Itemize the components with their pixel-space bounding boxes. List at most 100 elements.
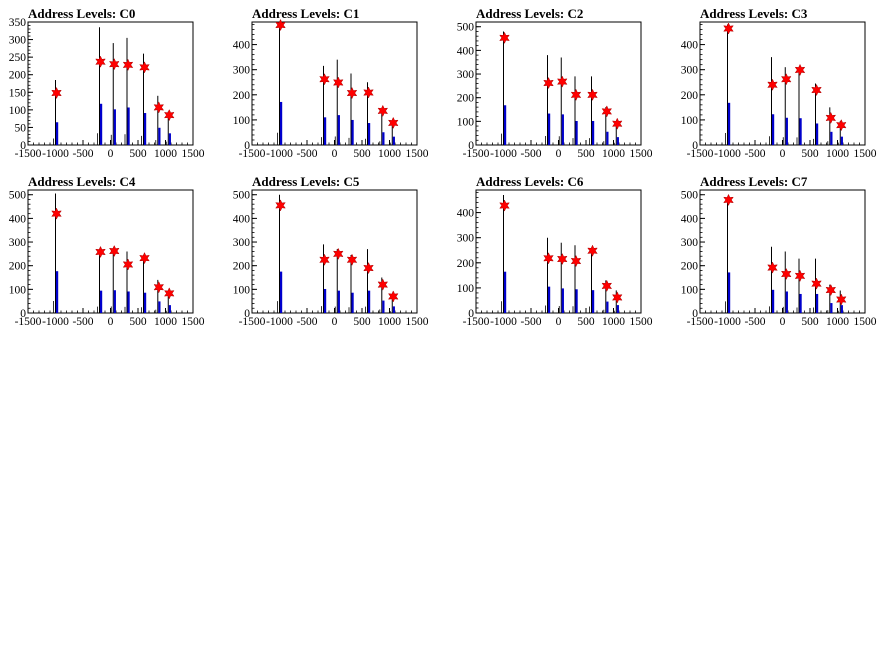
- peak-marker-6: [163, 109, 175, 122]
- y-tick-label: 0: [244, 308, 250, 320]
- bar-fill: [280, 271, 283, 313]
- bar-3: [796, 68, 802, 145]
- bar-fill: [113, 290, 116, 313]
- bar-fill: [840, 305, 843, 313]
- bar-fill: [772, 289, 775, 313]
- y-tick-label: 100: [9, 284, 27, 296]
- chart-panel-1: Address Levels: C1 0 100 200 300 400 -1500 -100…: [233, 6, 429, 160]
- peak-marker-5: [825, 111, 837, 124]
- chart-panel-2: Address Levels: C20100200300400500-1500-…: [457, 6, 653, 160]
- x-tick-label: 1500: [630, 148, 653, 160]
- chart-panel-0: Address Levels: C0 0 50 100 150 200 250 300 350 -…: [9, 6, 205, 160]
- peak-marker-6: [611, 291, 623, 304]
- bar-1: [769, 246, 775, 313]
- peak-marker-5: [153, 101, 165, 114]
- bar-2: [558, 57, 564, 145]
- peak-marker-1: [319, 253, 330, 266]
- peak-marker-4: [587, 88, 598, 101]
- bar-3: [348, 255, 354, 313]
- x-tick-label: 1000: [602, 148, 625, 160]
- x-tick-label: -1000: [490, 148, 517, 160]
- x-tick-label: 1500: [630, 316, 653, 328]
- chart-title: Address Levels: C4: [28, 174, 136, 189]
- x-tick-label: 0: [332, 148, 338, 160]
- peak-marker-5: [377, 278, 389, 291]
- bar-fill: [56, 122, 59, 145]
- y-tick-label: 300: [9, 237, 27, 249]
- x-tick-label: -500: [744, 148, 765, 160]
- y-tick-label: 0: [244, 140, 250, 152]
- x-tick-label: 0: [556, 316, 562, 328]
- bar-fill: [56, 271, 59, 313]
- peak-marker-4: [363, 86, 374, 99]
- x-tick-label: -1500: [239, 148, 266, 160]
- bar-4: [141, 255, 147, 313]
- y-tick-label: 500: [457, 22, 475, 34]
- y-tick-label: 0: [20, 308, 26, 320]
- bar-fill: [592, 290, 595, 313]
- y-tick-label: 200: [9, 70, 27, 82]
- peak-marker-1: [95, 245, 106, 259]
- bar-fill: [830, 131, 833, 145]
- x-tick-label: 1500: [182, 316, 205, 328]
- x-tick-label: -500: [520, 148, 541, 160]
- peak-marker-3: [794, 269, 806, 282]
- chart-panel-6: Address Levels: C6 0 100 200 300 400 -1500 -100…: [457, 174, 653, 328]
- x-tick-label: -1000: [42, 316, 69, 328]
- bar-fill: [100, 103, 103, 145]
- bar-fill: [575, 289, 578, 313]
- x-tick-label: 500: [577, 148, 595, 160]
- bar-2: [558, 242, 564, 313]
- y-tick-label: 400: [457, 45, 475, 57]
- chart-title: Address Levels: C0: [28, 6, 135, 21]
- x-tick-label: 500: [801, 316, 819, 328]
- chart-title: Address Levels: C6: [476, 174, 584, 189]
- peak-marker-0: [499, 199, 510, 212]
- x-tick-label: 500: [577, 316, 595, 328]
- peak-marker-5: [825, 283, 837, 297]
- bar-fill: [158, 301, 161, 313]
- bar-3: [124, 37, 130, 145]
- peak-marker-1: [767, 261, 778, 274]
- x-tick-label: -500: [296, 316, 317, 328]
- y-tick-label: 300: [233, 65, 251, 77]
- bar-1: [545, 237, 551, 313]
- bar-fill: [392, 136, 395, 145]
- bar-fill: [840, 136, 843, 145]
- x-tick-label: 1000: [378, 316, 401, 328]
- bar-fill: [351, 292, 354, 313]
- x-tick-label: -1500: [687, 148, 714, 160]
- y-tick-label: 500: [233, 190, 251, 202]
- y-tick-label: 100: [233, 284, 251, 296]
- bar-fill: [168, 133, 171, 145]
- peak-marker-5: [601, 105, 613, 118]
- bar-fill: [113, 109, 116, 145]
- peak-marker-3: [122, 58, 134, 71]
- peak-marker-5: [377, 104, 389, 117]
- peak-marker-2: [556, 75, 568, 88]
- y-tick-label: 400: [233, 213, 251, 225]
- bar-2: [334, 249, 340, 313]
- peak-marker-1: [95, 55, 106, 68]
- bar-1: [97, 249, 103, 313]
- x-tick-label: 1500: [406, 316, 429, 328]
- peak-marker-2: [780, 267, 792, 281]
- bar-fill: [799, 293, 802, 313]
- bar-fill: [127, 107, 130, 145]
- peak-marker-0: [499, 31, 510, 44]
- bar-fill: [504, 105, 507, 145]
- peak-marker-2: [108, 244, 120, 258]
- bar-3: [572, 76, 578, 145]
- x-tick-label: -500: [72, 316, 93, 328]
- bar-fill: [616, 305, 619, 313]
- peak-marker-6: [611, 117, 623, 130]
- bar-3: [572, 245, 578, 313]
- bar-fill: [504, 271, 507, 313]
- x-tick-label: 0: [108, 316, 114, 328]
- bar-fill: [548, 113, 551, 145]
- x-tick-label: -1000: [490, 316, 517, 328]
- bar-0: [725, 197, 731, 313]
- bar-fill: [368, 290, 371, 313]
- peak-marker-2: [332, 76, 344, 89]
